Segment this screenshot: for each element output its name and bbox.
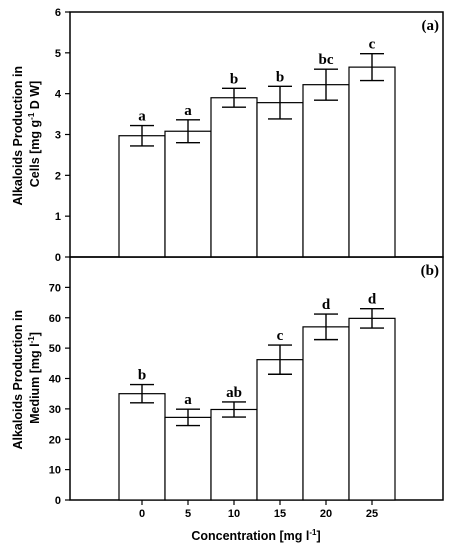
panel-b-bar (164, 416, 212, 501)
panel-a-significance-label: bc (319, 52, 334, 68)
panel-a-significance-label: a (138, 109, 146, 125)
panel-a-y-tick-label: 6 (55, 7, 61, 19)
panel-b-significance-label: c (277, 328, 284, 344)
panel-a-bar (302, 84, 350, 258)
panel-a-bar (210, 97, 258, 258)
panel-a-bar (118, 135, 166, 258)
panel-a-y-label-end: D W] (28, 81, 42, 113)
panel-a-y-tick-label: 1 (55, 211, 61, 223)
panel-a-bar (256, 102, 304, 258)
panel-b-y-tick-label: 10 (49, 465, 61, 477)
x-axis-label-sup: -1 (309, 528, 317, 537)
panel-b: 0 10 20 30 40 50 60 70 b a ab c d d (b) Alkaloids Pr… (11, 256, 444, 507)
panel-a-y-axis-label: Alkaloids Production in Cells [mg g-1 D … (11, 62, 42, 205)
panel-b-significance-label: a (184, 392, 192, 408)
panel-b-y-tick-label: 30 (49, 404, 61, 416)
panel-b-bar (118, 393, 166, 501)
panel-a-y-tick-label: 3 (55, 130, 61, 142)
panel-b-bar (348, 317, 396, 501)
x-axis-label-end: ] (317, 529, 321, 543)
panel-a-y-tick-label: 0 (55, 252, 61, 264)
panel-b-y-axis-label: Alkaloids Production in Medium [mg l-1] (11, 306, 42, 449)
x-tick-label: 20 (320, 508, 332, 520)
panel-b-significance-label: ab (226, 385, 242, 401)
panel-a-significance-label: a (184, 103, 192, 119)
panel-b-significance-label: d (322, 297, 331, 313)
panel-b-y-label-end: ] (28, 332, 42, 336)
panel-b-bar (210, 408, 258, 501)
panel-b-bar (256, 359, 304, 501)
panel-b-y-tick-label: 0 (55, 495, 61, 507)
x-tick-label: 0 (139, 508, 145, 520)
panel-a-y-label-line1: Alkaloids Production in (11, 66, 25, 206)
panel-b-bars: b a ab c d d (118, 292, 396, 501)
panel-b-bar (302, 326, 350, 501)
panel-b-y-tick-label: 20 (49, 434, 61, 446)
panel-a-significance-label: c (369, 37, 376, 53)
panel-b-y-label-line2: Medium [mg l (28, 343, 42, 424)
panel-a-label: (a) (422, 18, 440, 34)
panel-a-y-tick-label: 5 (55, 48, 61, 60)
panel-b-y-tick-label: 60 (49, 313, 61, 325)
panel-b-label: (b) (421, 263, 439, 279)
x-tick-label: 5 (185, 508, 191, 520)
panel-a-significance-label: b (230, 71, 238, 87)
panel-a-bar (164, 130, 212, 258)
panel-a-y-tick-label: 4 (55, 89, 62, 101)
panel-a-significance-label: b (276, 69, 284, 85)
x-tick-label: 25 (366, 508, 378, 520)
panel-a-y-label-line2: Cells [mg g (28, 120, 42, 187)
panel-b-y-label-sup: -1 (27, 336, 36, 344)
panel-b-y-tick-label: 70 (49, 282, 61, 294)
panel-b-y-tick-label: 50 (49, 343, 61, 355)
panel-a-bar (348, 66, 396, 258)
x-axis-label: Concentration [mg l-1] (191, 528, 320, 543)
x-tick-label: 10 (228, 508, 240, 520)
panel-a-y-tick-label: 2 (55, 170, 61, 182)
panel-a-y-axis: 0 1 2 3 4 5 6 (55, 7, 70, 264)
panel-b-y-label-line1: Alkaloids Production in (11, 310, 25, 450)
panel-a-bars: a a b b bc c (118, 37, 396, 258)
x-tick-label: 15 (274, 508, 286, 520)
panel-b-y-axis: 0 10 20 30 40 50 60 70 (49, 282, 70, 507)
panel-b-y-tick-label: 40 (49, 374, 61, 386)
panel-a: 0 1 2 3 4 5 6 a a b b bc c (a) Alkaloids Production… (11, 7, 444, 264)
x-axis-ticks: 0 5 10 15 20 25 (139, 500, 378, 520)
panel-a-y-label-sup: -1 (27, 112, 36, 120)
x-axis-label-main: Concentration [mg l (191, 529, 309, 543)
panel-b-significance-label: b (138, 368, 146, 384)
panel-b-significance-label: d (368, 292, 377, 308)
